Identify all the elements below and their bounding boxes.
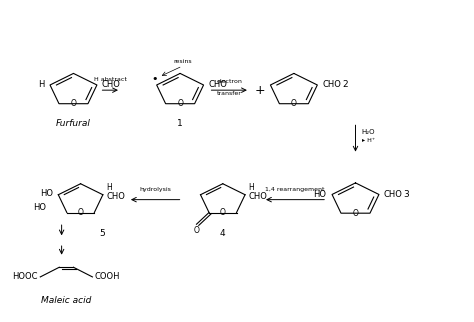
Text: CHO: CHO: [322, 80, 341, 90]
Text: O: O: [291, 99, 297, 108]
Text: electron: electron: [217, 79, 242, 84]
Text: Furfural: Furfural: [56, 119, 91, 128]
Text: H: H: [38, 80, 45, 90]
Text: 5: 5: [99, 229, 105, 238]
Text: •: •: [151, 74, 157, 84]
Text: HOOC: HOOC: [12, 272, 38, 281]
Text: HO: HO: [41, 189, 54, 198]
Text: 1: 1: [177, 119, 183, 128]
Text: resins: resins: [173, 59, 192, 64]
Text: 1,4 rearrangement: 1,4 rearrangement: [265, 186, 325, 192]
Text: +: +: [255, 84, 265, 97]
Text: H: H: [106, 183, 112, 192]
Text: O: O: [193, 226, 200, 235]
Text: O: O: [78, 208, 83, 217]
Text: O: O: [177, 99, 183, 108]
Text: CHO: CHO: [248, 192, 267, 201]
Text: hydrolysis: hydrolysis: [139, 186, 172, 192]
Text: HO: HO: [313, 190, 326, 199]
Text: 2: 2: [342, 80, 347, 90]
Text: O: O: [71, 99, 76, 108]
Text: COOH: COOH: [95, 272, 120, 281]
Text: 4: 4: [220, 229, 226, 238]
Text: O: O: [220, 208, 226, 217]
Text: CHO: CHO: [106, 192, 125, 201]
Text: CHO: CHO: [383, 190, 402, 199]
Text: CHO: CHO: [208, 80, 227, 90]
Text: H: H: [248, 183, 254, 192]
Text: H abstract: H abstract: [93, 77, 127, 82]
Text: ▸ H⁺: ▸ H⁺: [362, 137, 375, 143]
Text: 3: 3: [403, 190, 410, 199]
Text: H₂O: H₂O: [362, 129, 375, 135]
Text: HO: HO: [34, 203, 46, 212]
Text: CHO: CHO: [101, 80, 120, 90]
Text: transfer: transfer: [217, 91, 242, 96]
Text: O: O: [353, 209, 358, 218]
Text: Maleic acid: Maleic acid: [41, 296, 91, 305]
